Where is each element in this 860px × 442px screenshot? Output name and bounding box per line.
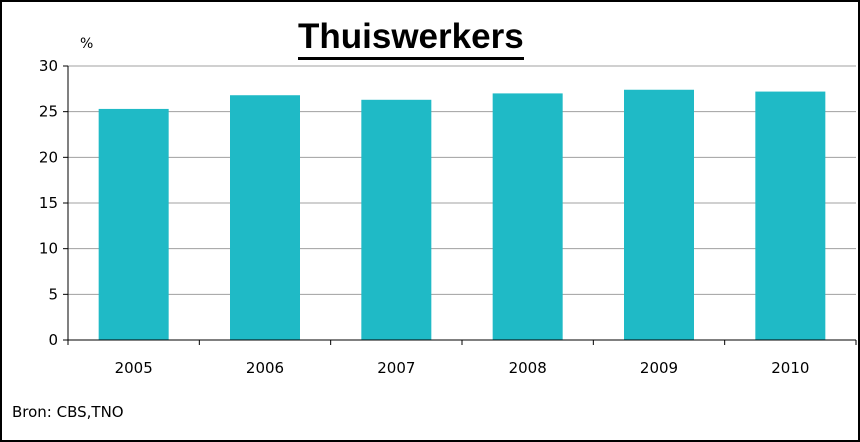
bar: [755, 91, 826, 340]
bar: [492, 93, 563, 341]
bar: [98, 108, 169, 340]
x-tick-label: 2010: [771, 359, 809, 377]
y-axis-label: %: [80, 36, 93, 52]
bar: [230, 95, 300, 340]
y-tick-label: 30: [39, 57, 58, 75]
x-tick-label: 2008: [509, 359, 547, 377]
y-tick-label: 5: [48, 285, 58, 303]
y-tick-label: 25: [39, 103, 58, 121]
x-tick-label: 2006: [246, 359, 284, 377]
bar: [361, 99, 432, 340]
x-tick-label: 2005: [115, 359, 153, 377]
bar: [624, 89, 694, 340]
source-note: Bron: CBS,TNO: [12, 403, 124, 421]
x-tick-label: 2007: [377, 359, 415, 377]
y-tick-label: 15: [39, 194, 58, 212]
chart-title: Thuiswerkers: [298, 17, 524, 60]
y-tick-label: 0: [48, 331, 58, 349]
y-tick-label: 10: [39, 240, 58, 258]
x-tick-label: 2009: [640, 359, 678, 377]
y-tick-label: 20: [39, 148, 58, 166]
